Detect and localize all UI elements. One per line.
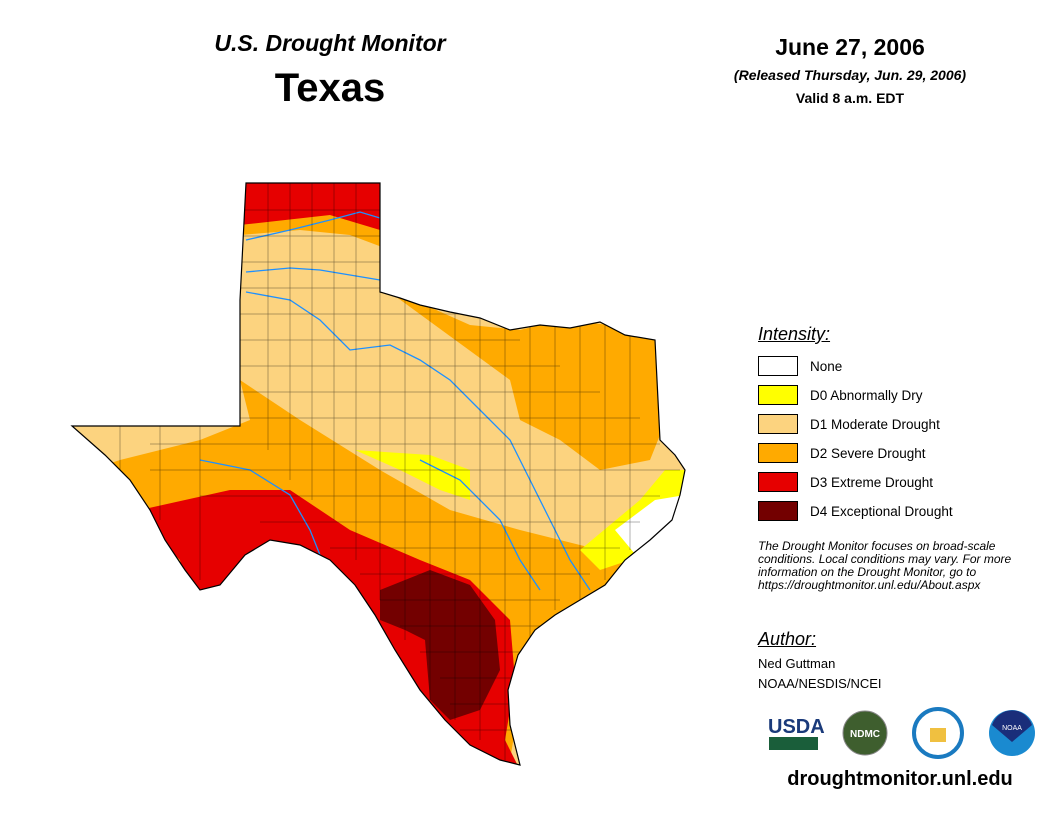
d2-northeast (380, 285, 670, 470)
region-title: Texas (274, 66, 386, 110)
legend-item-d0: D0 Abnormally Dry (758, 384, 923, 406)
legend-swatch (758, 385, 798, 405)
valid-time: Valid 8 a.m. EDT (795, 90, 905, 106)
legend-item-d3: D3 Extreme Drought (758, 471, 933, 493)
legend-item-d4: D4 Exceptional Drought (758, 500, 953, 522)
map-date: June 27, 2006 (775, 34, 925, 60)
website-link[interactable]: droughtmonitor.unl.edu (787, 768, 1013, 790)
legend-swatch (758, 443, 798, 463)
legend-swatch (758, 501, 798, 521)
rivers (199, 211, 591, 591)
legend-item-d1: D1 Moderate Drought (758, 413, 940, 435)
legend-label: D4 Exceptional Drought (810, 503, 953, 519)
county-lines (119, 183, 680, 760)
legend-label: D2 Severe Drought (810, 445, 926, 461)
legend-item-none: None (758, 355, 842, 377)
legend-label: D3 Extreme Drought (810, 474, 934, 490)
d0-central (355, 450, 470, 500)
author-org: NOAA/NESDIS/NCEI (758, 676, 882, 691)
d3-panhandle (200, 183, 400, 230)
release-date: (Released Thursday, Jun. 29, 2006) (733, 67, 967, 83)
legend-label: D1 Moderate Drought (810, 416, 940, 432)
disclaimer-note: The Drought Monitor focuses on broad-sca… (758, 539, 1012, 592)
author-title: Author: (758, 629, 817, 649)
none-area (615, 495, 685, 560)
map-title: U.S. Drought Monitor (214, 30, 446, 56)
legend-swatch (758, 356, 798, 376)
legend-title: Intensity: (758, 324, 831, 344)
legend-item-d2: D2 Severe Drought (758, 442, 926, 464)
legend-swatch (758, 414, 798, 434)
legend-swatch (758, 472, 798, 492)
d4-south (380, 570, 500, 720)
legend-label: None (810, 358, 843, 374)
legend-label: D0 Abnormally Dry (810, 387, 923, 403)
author-name: Ned Guttman (758, 656, 836, 671)
